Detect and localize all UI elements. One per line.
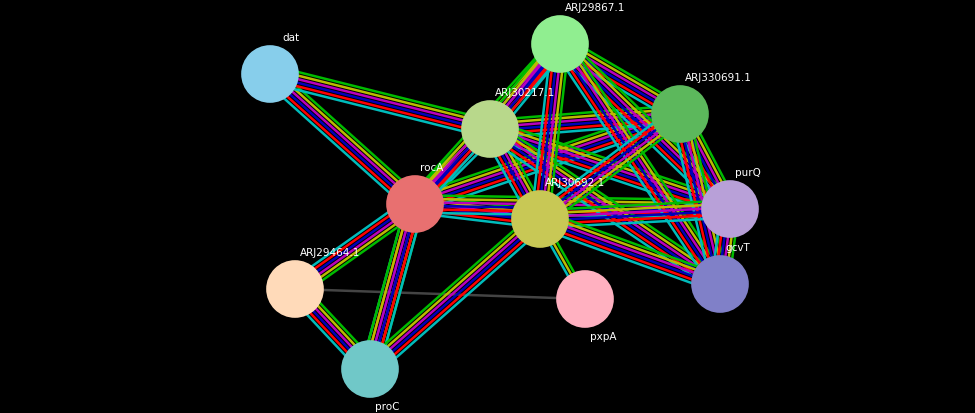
Circle shape	[462, 102, 518, 158]
Circle shape	[692, 256, 748, 312]
Text: pxpA: pxpA	[590, 331, 616, 341]
Circle shape	[267, 261, 323, 317]
Circle shape	[342, 341, 398, 397]
Text: gcvT: gcvT	[725, 242, 750, 252]
Circle shape	[532, 17, 588, 73]
Circle shape	[387, 177, 443, 233]
Circle shape	[242, 47, 298, 103]
Circle shape	[557, 271, 613, 327]
Text: ARJ29867.1: ARJ29867.1	[565, 3, 625, 13]
Text: dat: dat	[282, 33, 299, 43]
Circle shape	[512, 192, 568, 247]
Circle shape	[702, 182, 758, 237]
Text: purQ: purQ	[735, 168, 760, 178]
Text: ARJ30692.1: ARJ30692.1	[545, 178, 605, 188]
Text: rocA: rocA	[420, 163, 444, 173]
Text: ARJ330691.1: ARJ330691.1	[685, 73, 752, 83]
Circle shape	[652, 87, 708, 142]
Text: proC: proC	[375, 401, 400, 411]
Text: ARJ29464.1: ARJ29464.1	[300, 247, 361, 257]
Text: ARJ30217.1: ARJ30217.1	[495, 88, 555, 98]
